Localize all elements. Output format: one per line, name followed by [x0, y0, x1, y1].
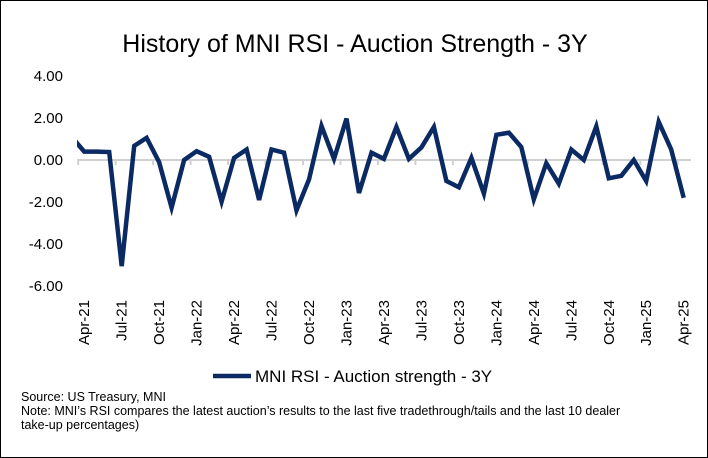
x-tick-label: Apr-21: [76, 300, 93, 345]
x-tick-label: Oct-22: [301, 300, 318, 345]
x-tick-label: Oct-24: [601, 300, 618, 345]
legend-label: MNI RSI - Auction strength - 3Y: [255, 367, 492, 386]
legend: MNI RSI - Auction strength - 3Y: [213, 367, 492, 386]
y-tick-label: -6.00: [29, 278, 63, 295]
note-text-line2: take-up percentages): [21, 418, 139, 432]
x-tick-label: Oct-21: [151, 300, 168, 345]
x-tick-label: Jul-24: [563, 300, 580, 341]
y-tick-label: 2.00: [34, 110, 63, 127]
x-tick-label: Jan-25: [638, 300, 655, 346]
x-tick-label: Jan-23: [338, 300, 355, 346]
x-tick-label: Apr-25: [676, 300, 693, 345]
chart-title: History of MNI RSI - Auction Strength - …: [122, 30, 588, 58]
x-tick-label: Jan-22: [189, 300, 206, 346]
series-line-mni-rsi: [77, 114, 686, 267]
y-tick-label: -4.00: [29, 236, 63, 253]
y-axis: 4.00 2.00 0.00 -2.00 -4.00 -6.00: [29, 68, 63, 295]
x-tick-label: Apr-24: [526, 300, 543, 345]
x-tick-label: Jul-21: [114, 300, 131, 341]
x-tick-label: Apr-22: [226, 300, 243, 345]
note-text-line1: Note: MNI’s RSI compares the latest auct…: [21, 404, 620, 418]
source-text: Source: US Treasury, MNI: [21, 390, 166, 404]
y-tick-label: 0.00: [34, 152, 63, 169]
x-axis: Apr-21 Jul-21 Oct-21 Jan-22 Apr-22 Jul-22 Oct-…: [76, 300, 693, 346]
y-tick-label: -2.00: [29, 194, 63, 211]
x-tick-label: Jan-24: [488, 300, 505, 346]
x-tick-label: Jul-22: [264, 300, 281, 341]
y-tick-label: 4.00: [34, 68, 63, 85]
x-tick-label: Jul-23: [413, 300, 430, 341]
x-tick-label: Apr-23: [376, 300, 393, 345]
x-tick-label: Oct-23: [451, 300, 468, 345]
